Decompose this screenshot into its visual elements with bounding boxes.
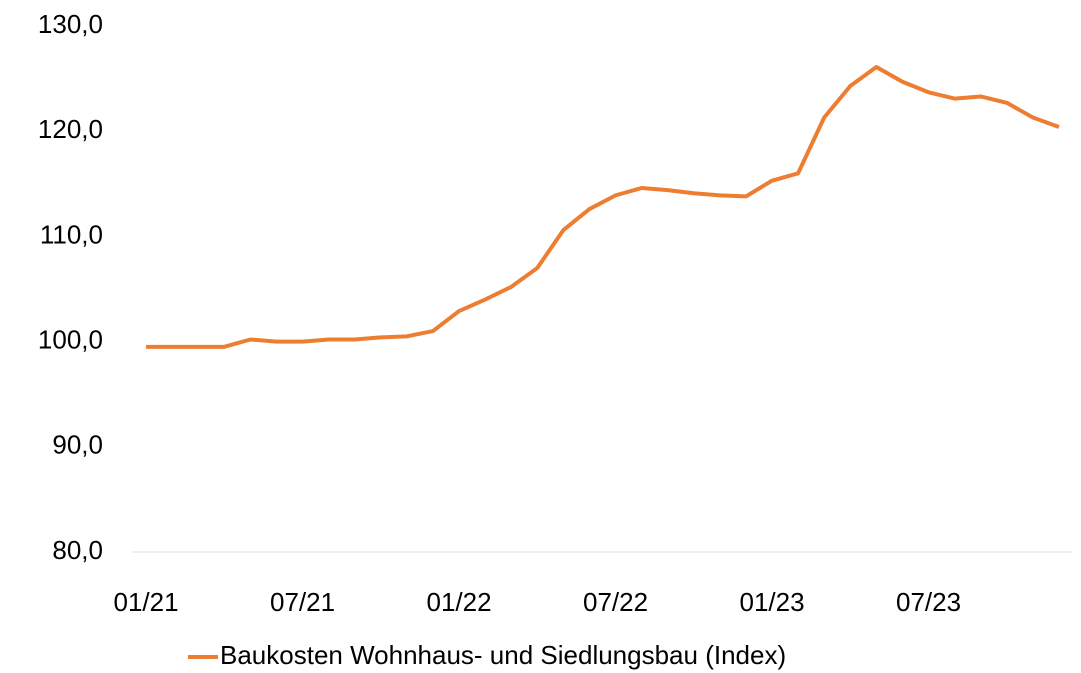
y-tick-label: 100,0 (38, 324, 103, 354)
x-tick-label: 07/22 (583, 587, 648, 617)
data-line (146, 65, 1060, 349)
x-tick-label: 01/23 (740, 587, 805, 617)
x-tick-label: 01/21 (114, 587, 179, 617)
y-tick-label: 90,0 (52, 430, 103, 460)
legend-label: Baukosten Wohnhaus- und Siedlungsbau (In… (220, 640, 786, 670)
y-tick-label: 110,0 (40, 219, 103, 249)
y-tick-label: 130,0 (38, 9, 103, 39)
y-tick-label: 120,0 (38, 114, 103, 144)
y-tick-label: 80,0 (52, 535, 103, 565)
x-tick-label: 07/21 (270, 587, 335, 617)
x-tick-label: 01/22 (427, 587, 492, 617)
x-tick-label: 07/23 (896, 587, 961, 617)
